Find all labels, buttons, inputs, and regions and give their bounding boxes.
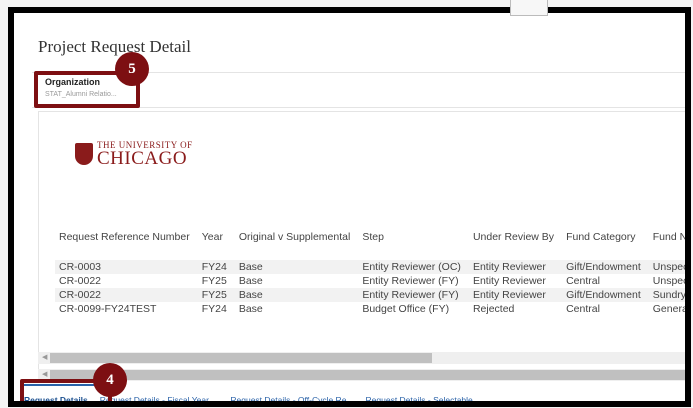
scroll-left-icon[interactable]: ◀ bbox=[42, 354, 48, 361]
fund-number: Unspecified - 9999 bbox=[652, 261, 691, 273]
table-cell: Unspecified - 9999 bbox=[649, 274, 691, 288]
column-header[interactable]: Fund Category bbox=[566, 231, 636, 243]
tab-request-details-fiscal-year[interactable]: Request Details - Fiscal Year ... bbox=[99, 395, 219, 405]
organization-filter[interactable]: Organization STAT_Alumni Relatio... bbox=[34, 71, 140, 108]
table-cell: Entity Reviewer (FY) bbox=[362, 275, 459, 287]
table-cell: Gift/Endowment bbox=[562, 288, 649, 302]
table-cell: CR-0022 bbox=[55, 288, 198, 302]
column-header[interactable]: Original v Supplemental bbox=[238, 231, 351, 243]
horizontal-scrollbar-outer[interactable]: ◀ bbox=[38, 369, 685, 381]
scrollbar-thumb[interactable] bbox=[50, 353, 432, 363]
organization-label: Organization bbox=[45, 77, 101, 87]
table-cell: Base bbox=[238, 303, 263, 315]
scroll-left-icon[interactable]: ◀ bbox=[42, 371, 48, 378]
table-cell: Entity Reviewer bbox=[468, 288, 563, 302]
horizontal-scrollbar-inner[interactable]: ◀ bbox=[38, 352, 685, 364]
column-header[interactable]: Under Review By bbox=[472, 231, 555, 243]
table-cell: FY25 bbox=[201, 275, 227, 287]
table-cell: CR-0099-FY24TEST bbox=[59, 303, 157, 315]
table-row[interactable]: CR-0003 FY24 Base Entity Reviewer (OC) Entit… bbox=[55, 260, 691, 274]
report-tabs: Request Details Request Details - Fiscal… bbox=[14, 390, 685, 405]
table-cell: CR-0003 bbox=[55, 260, 198, 274]
active-tab-indicator bbox=[24, 384, 108, 386]
table-cell: Base bbox=[234, 288, 359, 302]
column-header[interactable]: Fund Number bbox=[652, 231, 688, 243]
filter-bar bbox=[32, 72, 685, 108]
table-row[interactable]: CR-0099-FY24TEST FY24 Base Budget Office (F… bbox=[55, 302, 691, 316]
table-cell: FY25 bbox=[197, 288, 235, 302]
table-cell: FY24 bbox=[197, 260, 235, 274]
table-cell: Base bbox=[238, 275, 263, 287]
shield-icon bbox=[75, 142, 93, 165]
table-cell: CR-0022 bbox=[59, 275, 102, 287]
callout-badge-5: 5 bbox=[115, 52, 149, 86]
table-cell: Entity Reviewer bbox=[472, 275, 546, 287]
table-cell: Unspecified - 9999 bbox=[648, 260, 691, 274]
fund-number: Sundry Unrestricted bbox=[652, 289, 687, 301]
scrollbar-thumb[interactable] bbox=[50, 370, 685, 380]
logo-line-1: THE UNIVERSITY OF bbox=[97, 140, 193, 150]
column-header[interactable]: Step bbox=[362, 231, 384, 243]
logo-line-2: CHICAGO bbox=[97, 148, 188, 169]
top-tab-handle[interactable] bbox=[510, 0, 548, 16]
column-header[interactable]: Year bbox=[201, 231, 223, 243]
table-row[interactable]: CR-0022 FY25 Base Entity Reviewer (FY) Entit… bbox=[55, 288, 687, 302]
tab-request-details[interactable]: Request Details bbox=[24, 395, 88, 405]
table-cell: Rejected bbox=[472, 303, 515, 315]
page-title: Project Request Detail bbox=[38, 37, 191, 56]
table-cell: Sundry Unrestricted bbox=[648, 288, 687, 302]
fund-number: General Operating bbox=[652, 303, 691, 315]
report-panel: THE UNIVERSITY OF CHICAGO Request Refere… bbox=[38, 111, 691, 371]
table-cell: General Operating bbox=[649, 302, 691, 316]
tab-request-details-selectable[interactable]: Request Details - Selectable bbox=[365, 395, 473, 405]
fund-number: Unspecified - 9999 bbox=[652, 275, 691, 287]
table-cell: Entity Reviewer (OC) bbox=[358, 260, 469, 274]
university-logo: THE UNIVERSITY OF CHICAGO bbox=[75, 140, 193, 169]
dashboard-frame: Project Request Detail Organization STAT… bbox=[8, 7, 691, 407]
table-cell: Base bbox=[234, 260, 359, 274]
table-cell: FY24 bbox=[201, 303, 227, 315]
table-cell: Gift/Endowment bbox=[562, 260, 649, 274]
table-cell: Budget Office (FY) bbox=[362, 303, 450, 315]
tab-request-details-off-cycle[interactable]: Request Details - Off-Cycle Re... bbox=[230, 395, 354, 405]
table-cell: Central bbox=[566, 275, 600, 287]
table-cell: Central bbox=[566, 303, 600, 315]
table-row[interactable]: CR-0022 FY25 Base Entity Reviewer (FY) Entit… bbox=[55, 274, 691, 288]
column-header[interactable]: Request Reference Number bbox=[59, 231, 190, 243]
table-cell: Entity Reviewer bbox=[468, 260, 563, 274]
organization-value: STAT_Alumni Relatio... bbox=[45, 91, 117, 98]
request-table: Request Reference Number Year Original v… bbox=[55, 231, 691, 316]
table-cell: Entity Reviewer (FY) bbox=[358, 288, 469, 302]
callout-badge-4: 4 bbox=[93, 363, 127, 397]
